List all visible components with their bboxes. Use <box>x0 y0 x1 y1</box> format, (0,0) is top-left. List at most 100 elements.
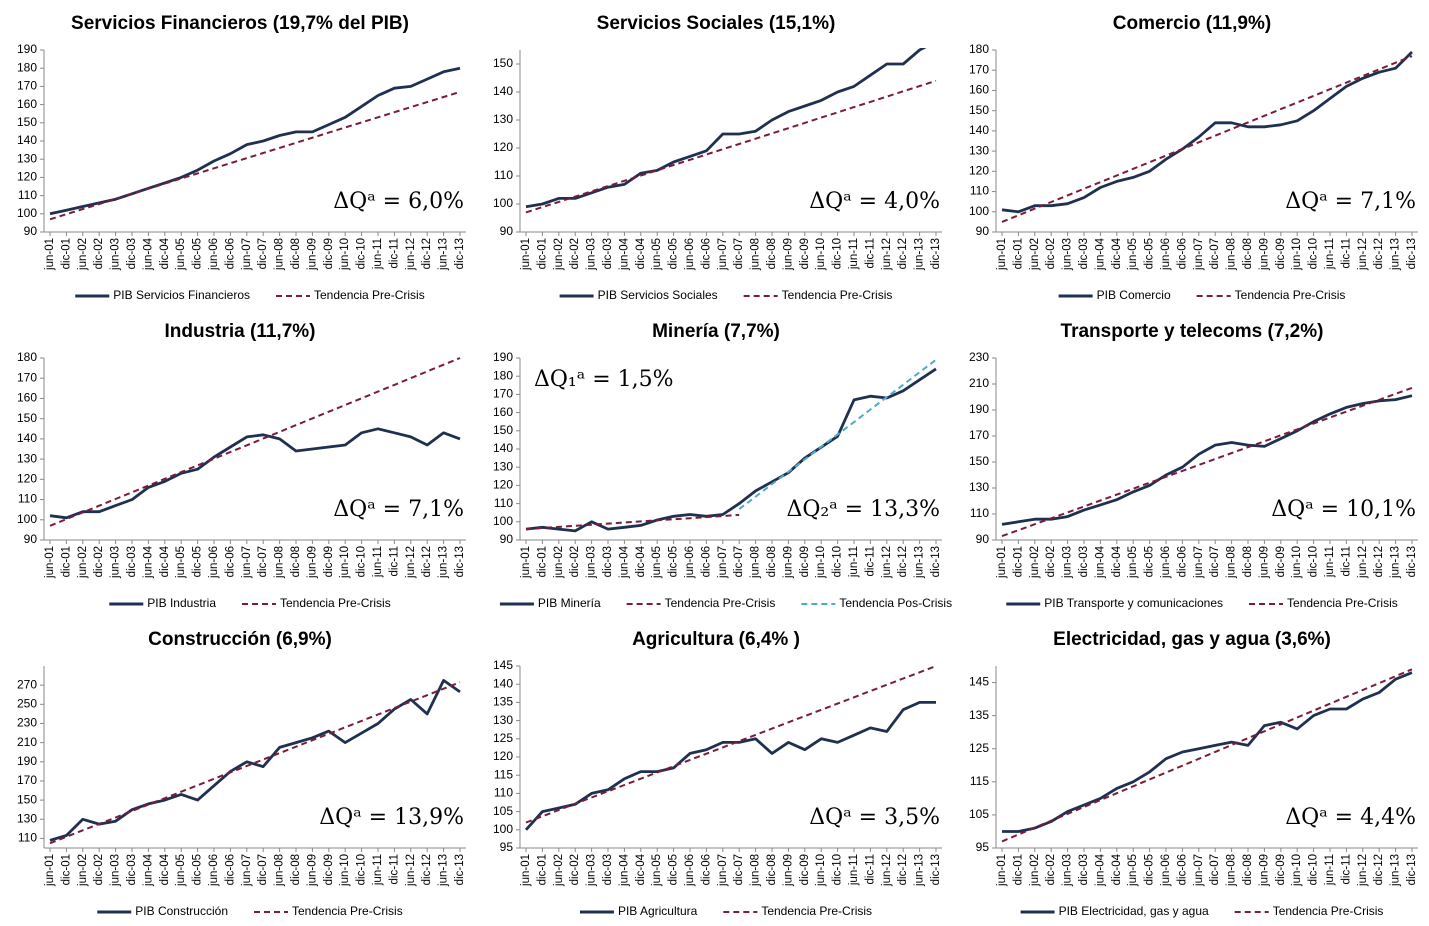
x-tick-label: dic-03 <box>126 238 138 269</box>
legend-label: PIB Servicios Financieros <box>113 288 250 302</box>
y-tick-label: 90 <box>24 532 38 546</box>
x-tick-label: jun-08 <box>274 238 286 271</box>
legend-label: PIB Minería <box>538 596 601 610</box>
annotation: ΔQᵃ = 7,1% <box>333 497 464 522</box>
x-tick-label: dic-04 <box>159 237 171 269</box>
y-tick-label: 100 <box>493 822 513 836</box>
x-tick-label: jun-07 <box>241 238 253 271</box>
annotation: ΔQᵃ = 10,1% <box>1271 497 1416 522</box>
x-tick-label: dic-13 <box>454 854 466 885</box>
x-tick-label: dic-13 <box>1406 238 1418 269</box>
x-tick-label: jun-09 <box>306 546 318 579</box>
x-tick-label: jun-06 <box>208 546 220 579</box>
y-tick-label: 190 <box>493 350 513 364</box>
x-tick-label: dic-02 <box>569 546 581 577</box>
x-tick-label: dic-08 <box>766 238 778 269</box>
y-tick-label: 150 <box>493 423 513 437</box>
legend-label: PIB Servicios Sociales <box>598 288 718 302</box>
y-tick-label: 160 <box>17 97 37 111</box>
x-tick-label: jun-03 <box>586 238 598 271</box>
x-tick-label: jun-01 <box>996 854 1008 887</box>
x-tick-label: jun-05 <box>1127 546 1139 579</box>
x-tick-label: dic-08 <box>290 854 302 885</box>
chart: Agricultura (6,4% ) 95 100 105 110 115 120 125 1… <box>493 629 942 918</box>
x-tick-label: jun-04 <box>1094 853 1106 887</box>
x-tick-label: dic-08 <box>290 238 302 269</box>
y-tick-label: 100 <box>493 196 513 210</box>
y-tick-label: 230 <box>17 716 37 730</box>
series-line <box>49 681 461 845</box>
x-tick-label: jun-12 <box>1357 854 1369 887</box>
y-tick-label: 250 <box>17 696 37 710</box>
legend-label: PIB Agricultura <box>618 904 698 918</box>
x-tick-label: dic-04 <box>635 545 647 577</box>
y-tick-label: 150 <box>17 411 37 425</box>
x-tick-label: jun-06 <box>684 546 696 579</box>
series-line <box>49 679 461 842</box>
x-tick-label: jun-05 <box>651 854 663 887</box>
y-tick-label: 180 <box>17 350 37 364</box>
series-line <box>49 357 461 527</box>
x-tick-label: jun-09 <box>1258 238 1270 271</box>
y-tick-label: 90 <box>500 532 514 546</box>
y-tick-label: 125 <box>969 741 989 755</box>
x-tick-label: jun-07 <box>717 854 729 887</box>
x-tick-label: dic-01 <box>536 238 548 269</box>
x-tick-label: dic-01 <box>1012 854 1024 885</box>
x-tick-label: dic-09 <box>799 854 811 885</box>
x-tick-label: jun-10 <box>1291 546 1303 579</box>
series-line <box>1001 55 1413 223</box>
x-tick-label: jun-08 <box>1226 854 1238 887</box>
legend: PIB Agricultura Tendencia Pre-Crisis <box>579 904 872 918</box>
x-tick-label: dic-12 <box>897 546 909 577</box>
x-tick-label: dic-09 <box>1275 854 1287 885</box>
x-tick-label: jun-11 <box>1324 546 1336 578</box>
x-tick-label: dic-02 <box>1045 238 1057 269</box>
x-tick-label: jun-05 <box>175 238 187 271</box>
x-tick-label: dic-08 <box>766 854 778 885</box>
annotation: ΔQᵃ = 4,0% <box>809 189 940 214</box>
series-line <box>525 79 937 214</box>
x-tick-label: dic-13 <box>454 546 466 577</box>
x-tick-label: jun-05 <box>651 238 663 271</box>
y-tick-label: 190 <box>17 42 37 56</box>
x-tick-label: jun-09 <box>1258 546 1270 579</box>
x-tick-label: dic-03 <box>1078 238 1090 269</box>
chart: Industria (11,7%) 90 100 110 120 130 140 150 160… <box>17 321 466 610</box>
x-tick-label: dic-02 <box>93 238 105 269</box>
legend-label: PIB Construcción <box>135 904 228 918</box>
x-tick-label: jun-02 <box>77 854 89 887</box>
y-tick-label: 270 <box>17 677 37 691</box>
x-tick-label: dic-08 <box>290 546 302 577</box>
x-tick-label: dic-11 <box>864 854 876 884</box>
series-line <box>524 701 936 831</box>
legend-label: Tendencia Pre-Crisis <box>1273 904 1384 918</box>
y-tick-label: 190 <box>969 402 989 416</box>
y-tick-label: 145 <box>493 658 513 672</box>
x-tick-label: dic-07 <box>1209 238 1221 269</box>
x-tick-label: jun-02 <box>77 546 89 579</box>
x-tick-label: dic-09 <box>1275 238 1287 269</box>
y-tick-label: 140 <box>493 441 513 455</box>
chart: Servicios Sociales (15,1%) 90 100 110 120 130… <box>493 13 942 302</box>
x-tick-label: dic-13 <box>930 854 942 885</box>
x-tick-label: jun-02 <box>553 546 565 579</box>
series-line <box>1001 668 1413 843</box>
x-tick-label: jun-12 <box>881 238 893 271</box>
x-tick-label: jun-02 <box>1029 546 1041 579</box>
x-tick-label: dic-09 <box>1275 546 1287 577</box>
x-tick-label: dic-12 <box>1373 854 1385 885</box>
y-tick-label: 130 <box>969 480 989 494</box>
chart: Construcción (6,9%) 110 130 150 170 190 210 230… <box>17 629 466 918</box>
x-tick-label: dic-02 <box>1045 546 1057 577</box>
x-tick-label: dic-09 <box>799 546 811 577</box>
x-tick-label: dic-12 <box>421 854 433 885</box>
x-tick-label: dic-12 <box>421 238 433 269</box>
x-tick-label: dic-07 <box>257 238 269 269</box>
series-line <box>49 90 461 221</box>
x-tick-label: jun-09 <box>782 238 794 271</box>
y-tick-label: 120 <box>969 164 989 178</box>
x-tick-label: jun-03 <box>110 546 122 579</box>
x-tick-label: jun-11 <box>372 238 384 270</box>
